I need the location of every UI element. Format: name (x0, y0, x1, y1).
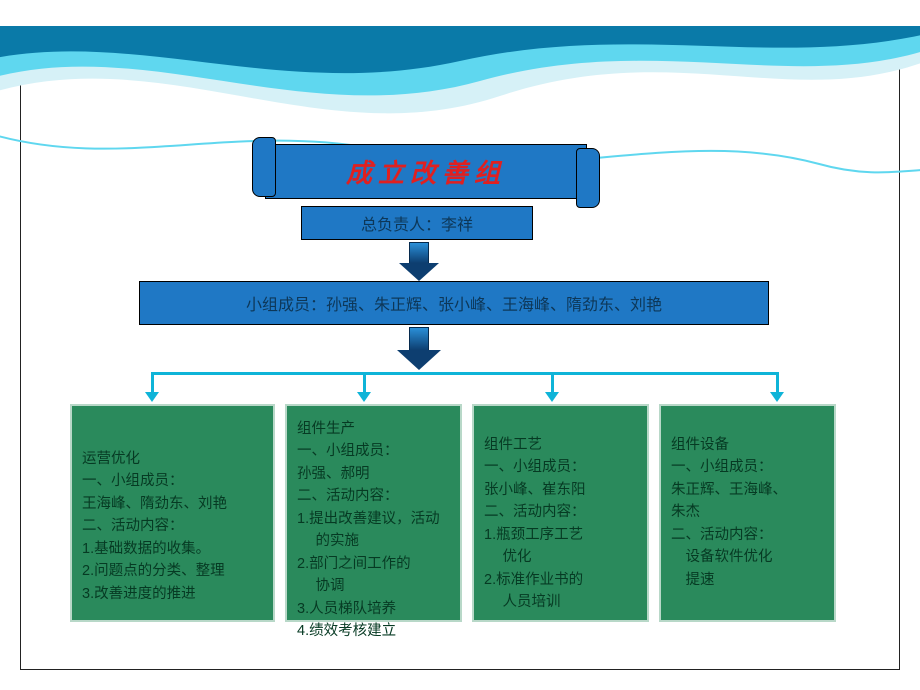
gb1-l2: 一、小组成员： (82, 470, 263, 492)
arrow-2-stem (409, 327, 429, 351)
members-box: 小组成员：孙强、朱正辉、张小峰、王海峰、隋劲东、刘艳 (139, 281, 769, 325)
gb4-l3: 朱正辉、王海峰、 (671, 479, 824, 501)
gb3-l8: 人员培训 (484, 591, 637, 613)
gb3-l4: 二、活动内容： (484, 501, 637, 523)
arrow-1-head (399, 263, 439, 281)
group-box-3: 组件工艺 一、小组成员： 张小峰、崔东阳 二、活动内容： 1.瓶颈工序工艺 优化… (472, 404, 649, 622)
gb3-l3: 张小峰、崔东阳 (484, 479, 637, 501)
gb4-l4: 朱杰 (671, 501, 824, 523)
title-scroll-box: 成立改善组 (265, 144, 587, 199)
gb3-l1: 组件工艺 (484, 434, 637, 456)
gb1-l6: 2.问题点的分类、整理 (82, 560, 263, 582)
gb4-l1: 组件设备 (671, 434, 824, 456)
arrow-1-stem (409, 242, 429, 264)
gb2-l5: 1.提出改善建议，活动 (297, 508, 450, 530)
connector-v3 (551, 372, 554, 394)
gb2-l8: 协调 (297, 575, 450, 597)
gb2-l10: 4.绩效考核建立 (297, 620, 450, 642)
scroll-cap-right (576, 148, 600, 208)
gb1-l4: 二、活动内容： (82, 515, 263, 537)
connector-v4-head (770, 392, 784, 402)
group-box-4: 组件设备 一、小组成员： 朱正辉、王海峰、 朱杰 二、活动内容： 设备软件优化 … (659, 404, 836, 622)
gb3-l6: 优化 (484, 546, 637, 568)
connector-hbar (151, 372, 779, 375)
gb4-l2: 一、小组成员： (671, 456, 824, 478)
gb1-l5: 1.基础数据的收集。 (82, 538, 263, 560)
gb2-l1: 组件生产 (297, 418, 450, 440)
gb3-l2: 一、小组成员： (484, 456, 637, 478)
gb1-l7: 3.改善进度的推进 (82, 583, 263, 605)
title-text: 成立改善组 (346, 153, 506, 190)
slide-frame: 成立改善组 总负责人：李祥 小组成员：孙强、朱正辉、张小峰、王海峰、隋劲东、刘艳… (20, 55, 900, 670)
leader-box: 总负责人：李祥 (301, 206, 533, 240)
gb2-l7: 2.部门之间工作的 (297, 553, 450, 575)
connector-v1 (151, 372, 154, 394)
connector-v2-head (357, 392, 371, 402)
group-box-2: 组件生产 一、小组成员： 孙强、郝明 二、活动内容： 1.提出改善建议，活动 的… (285, 404, 462, 622)
gb2-l2: 一、小组成员： (297, 440, 450, 462)
connector-v4 (776, 372, 779, 394)
gb2-l4: 二、活动内容： (297, 485, 450, 507)
scroll-cap-left (252, 137, 276, 197)
gb4-l7: 提速 (671, 569, 824, 591)
leader-text: 总负责人：李祥 (361, 211, 473, 235)
gb3-l7: 2.标准作业书的 (484, 569, 637, 591)
members-text: 小组成员：孙强、朱正辉、张小峰、王海峰、隋劲东、刘艳 (246, 291, 662, 315)
gb2-l9: 3.人员梯队培养 (297, 598, 450, 620)
connector-v2 (363, 372, 366, 394)
connector-v1-head (145, 392, 159, 402)
gb3-l5: 1.瓶颈工序工艺 (484, 524, 637, 546)
connector-v3-head (545, 392, 559, 402)
gb4-l6: 设备软件优化 (671, 546, 824, 568)
arrow-2-head (397, 350, 441, 370)
gb1-l1: 运营优化 (82, 448, 263, 470)
gb2-l3: 孙强、郝明 (297, 463, 450, 485)
group-box-1: 运营优化 一、小组成员： 王海峰、隋劲东、刘艳 二、活动内容： 1.基础数据的收… (70, 404, 275, 622)
gb4-l5: 二、活动内容： (671, 524, 824, 546)
gb1-l3: 王海峰、隋劲东、刘艳 (82, 493, 263, 515)
gb2-l6: 的实施 (297, 530, 450, 552)
